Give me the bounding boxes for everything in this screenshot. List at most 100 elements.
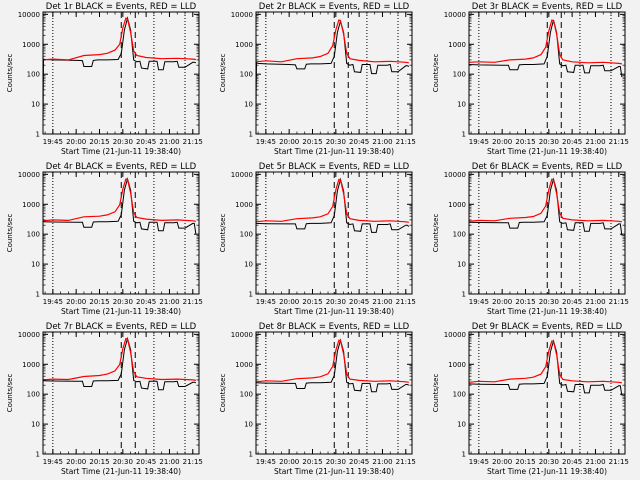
y-axis-label: Counts/sec — [219, 54, 227, 93]
x-tick-label: 20:45 — [562, 138, 582, 146]
y-tick-label: 1 — [36, 291, 40, 299]
series-line-lld — [255, 19, 409, 64]
y-tick-label: 1 — [36, 131, 40, 139]
y-tick-label: 10 — [244, 261, 253, 269]
y-tick-label: 10000 — [231, 331, 253, 339]
x-tick-label: 20:30 — [539, 458, 559, 466]
x-tick-label: 21:00 — [372, 458, 392, 466]
y-tick-label: 10000 — [444, 331, 466, 339]
y-tick-label: 10 — [244, 101, 253, 109]
x-tick-label: 20:45 — [136, 138, 156, 146]
series-line-lld — [255, 178, 409, 223]
x-tick-label: 21:00 — [585, 298, 605, 306]
chart-title: Det 4r BLACK = Events, RED = LLD — [46, 162, 197, 172]
x-tick-label: 20:45 — [562, 298, 582, 306]
x-axis-label: Start Time (21-Jun-11 19:38:40) — [487, 147, 607, 156]
series-line-events — [255, 19, 410, 108]
y-tick-label: 1 — [462, 131, 466, 139]
x-tick-label: 20:00 — [279, 458, 299, 466]
chart-title: Det 5r BLACK = Events, RED = LLD — [259, 162, 410, 172]
chart-title: Det 8r BLACK = Events, RED = LLD — [259, 322, 410, 332]
series-line-lld — [468, 178, 622, 223]
x-tick-label: 20:15 — [515, 298, 535, 306]
y-tick-label: 1000 — [448, 201, 466, 209]
x-tick-label: 20:45 — [136, 458, 156, 466]
x-axis-label: Start Time (21-Jun-11 19:38:40) — [487, 307, 607, 316]
y-tick-label: 1000 — [448, 361, 466, 369]
series-line-events — [42, 177, 197, 235]
series-line-events — [255, 177, 410, 233]
x-tick-label: 20:15 — [302, 298, 322, 306]
series-line-lld — [468, 19, 622, 65]
chart-panel-9: Det 9r BLACK = Events, RED = LLD Counts/s… — [432, 322, 629, 476]
x-tick-label: 21:00 — [159, 298, 179, 306]
y-tick-label: 10000 — [231, 171, 253, 179]
chart-panel-6: Det 6r BLACK = Events, RED = LLD Counts/s… — [432, 162, 629, 316]
x-tick-label: 21:00 — [372, 298, 392, 306]
y-axis-label: Counts/sec — [219, 214, 227, 253]
x-tick-label: 20:30 — [326, 458, 346, 466]
chart-panel-4: Det 4r BLACK = Events, RED = LLD Counts/s… — [6, 162, 203, 316]
x-axis-label: Start Time (21-Jun-11 19:38:40) — [61, 307, 181, 316]
chart-panel-1: Det 1r BLACK = Events, RED = LLD Counts/s… — [6, 2, 203, 156]
x-tick-label: 19:45 — [43, 458, 63, 466]
x-axis-label: Start Time (21-Jun-11 19:38:40) — [487, 467, 607, 476]
y-tick-label: 100 — [240, 71, 253, 79]
y-tick-label: 1 — [249, 291, 253, 299]
y-axis-label: Counts/sec — [432, 374, 440, 413]
x-tick-label: 21:15 — [609, 458, 629, 466]
x-tick-label: 20:30 — [539, 298, 559, 306]
y-tick-label: 10000 — [444, 171, 466, 179]
y-tick-label: 1 — [249, 131, 253, 139]
x-tick-label: 21:00 — [372, 138, 392, 146]
series-line-events — [468, 339, 623, 396]
chart-title: Det 3r BLACK = Events, RED = LLD — [472, 2, 623, 12]
x-tick-label: 20:15 — [89, 138, 109, 146]
chart-panel-3: Det 3r BLACK = Events, RED = LLD Counts/s… — [432, 2, 629, 156]
x-tick-label: 20:30 — [539, 138, 559, 146]
series-line-lld — [468, 340, 622, 384]
x-tick-label: 20:45 — [136, 298, 156, 306]
y-tick-label: 1 — [462, 291, 466, 299]
x-tick-label: 20:30 — [113, 138, 133, 146]
series-line-lld — [42, 337, 196, 381]
x-tick-label: 20:15 — [89, 298, 109, 306]
y-axis-label: Counts/sec — [219, 374, 227, 413]
y-axis-label: Counts/sec — [6, 214, 14, 253]
y-tick-label: 10000 — [18, 331, 40, 339]
series-line-events — [42, 336, 197, 391]
x-tick-label: 20:00 — [492, 298, 512, 306]
series-line-events — [468, 177, 623, 236]
plot-frame — [255, 331, 413, 455]
x-tick-label: 20:00 — [66, 138, 86, 146]
y-tick-label: 100 — [453, 71, 466, 79]
y-axis-label: Counts/sec — [6, 54, 14, 93]
x-tick-label: 20:30 — [113, 458, 133, 466]
y-tick-label: 100 — [27, 231, 40, 239]
y-tick-label: 10 — [457, 421, 466, 429]
x-tick-label: 20:30 — [326, 298, 346, 306]
y-tick-label: 10 — [457, 261, 466, 269]
x-tick-label: 20:00 — [492, 138, 512, 146]
chart-title: Det 7r BLACK = Events, RED = LLD — [46, 322, 197, 332]
x-tick-label: 21:15 — [183, 458, 203, 466]
x-axis-label: Start Time (21-Jun-11 19:38:40) — [274, 307, 394, 316]
x-axis-label: Start Time (21-Jun-11 19:38:40) — [274, 147, 394, 156]
x-axis-label: Start Time (21-Jun-11 19:38:40) — [61, 147, 181, 156]
y-tick-label: 100 — [453, 391, 466, 399]
chart-panel-2: Det 2r BLACK = Events, RED = LLD Counts/s… — [219, 2, 416, 156]
y-tick-label: 100 — [240, 391, 253, 399]
y-tick-label: 10 — [31, 421, 40, 429]
y-tick-label: 10 — [31, 101, 40, 109]
y-tick-label: 100 — [27, 391, 40, 399]
x-tick-label: 19:45 — [469, 138, 489, 146]
x-tick-label: 19:45 — [256, 298, 276, 306]
y-tick-label: 10 — [31, 261, 40, 269]
series-line-events — [255, 338, 410, 393]
x-tick-label: 20:00 — [492, 458, 512, 466]
x-tick-label: 20:00 — [279, 138, 299, 146]
x-tick-label: 20:45 — [349, 298, 369, 306]
x-tick-label: 20:30 — [113, 298, 133, 306]
y-tick-label: 1000 — [22, 201, 40, 209]
